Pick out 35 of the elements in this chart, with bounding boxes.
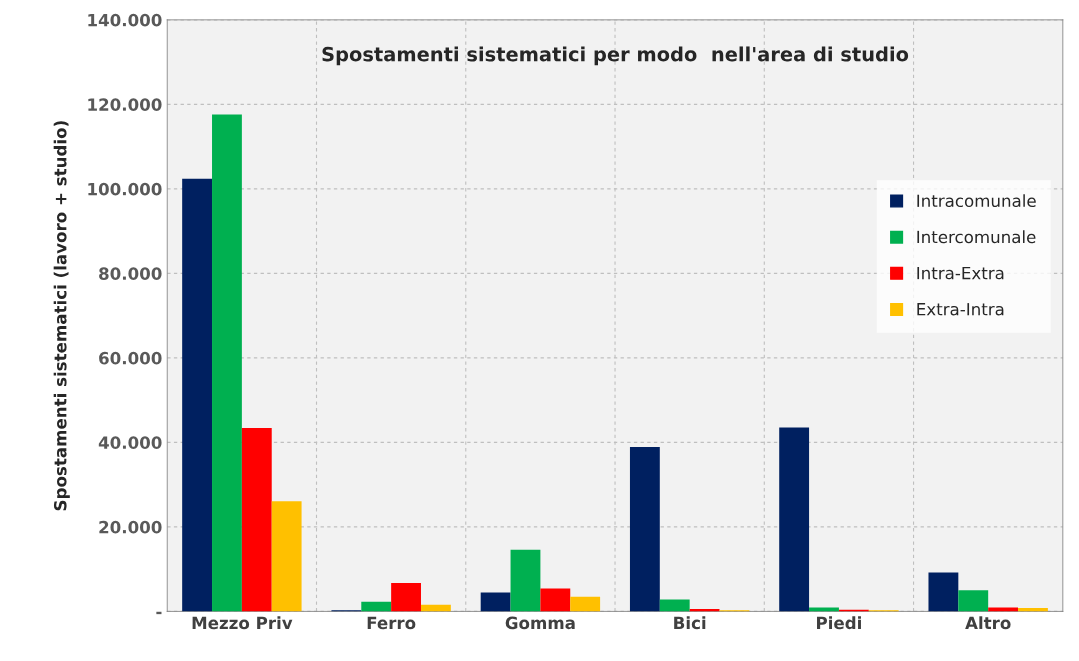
bar xyxy=(958,590,989,612)
legend-label: Intracomunale xyxy=(917,194,1036,208)
bar xyxy=(779,427,810,612)
bar xyxy=(570,596,601,612)
x-tick-label: Bici xyxy=(674,616,706,630)
y-tick-label: 120.000 xyxy=(88,98,162,111)
legend-label: Intercomunale xyxy=(917,230,1036,244)
bar xyxy=(510,549,541,612)
x-tick-label: Ferro xyxy=(367,616,416,630)
bar xyxy=(629,447,660,612)
y-tick-label: 80.000 xyxy=(99,267,162,280)
text: Spostamenti sistematici per modo nell'area di studio xyxy=(322,46,909,66)
x-tick-label: Gomma xyxy=(505,616,575,630)
bar xyxy=(928,572,959,612)
legend-label: Intra-Extra xyxy=(917,266,1004,280)
y-tick-label: 100.000 xyxy=(88,182,162,196)
legend-label: Extra-Intra xyxy=(917,303,1004,316)
y-axis-title: Spostamenti sistematici (lavoro + studio) xyxy=(53,121,70,511)
y-tick-label: 60.000 xyxy=(99,351,162,365)
y-tick-label: - xyxy=(156,611,162,615)
y-tick-label: 40.000 xyxy=(98,436,162,449)
y-tick-label: 20.000 xyxy=(99,520,162,534)
y-tick-label: 140.000 xyxy=(88,13,162,27)
bar xyxy=(659,599,690,612)
bar xyxy=(391,583,421,612)
x-tick-label: Altro xyxy=(965,616,1011,630)
bar xyxy=(212,114,242,612)
bar xyxy=(241,428,272,612)
bar xyxy=(480,592,511,612)
bar xyxy=(182,178,213,612)
bar xyxy=(540,588,571,612)
x-tick-label: Piedi xyxy=(817,616,861,630)
x-tick-label: Mezzo Priv xyxy=(192,616,293,630)
bar xyxy=(271,501,302,612)
bar xyxy=(361,601,392,612)
